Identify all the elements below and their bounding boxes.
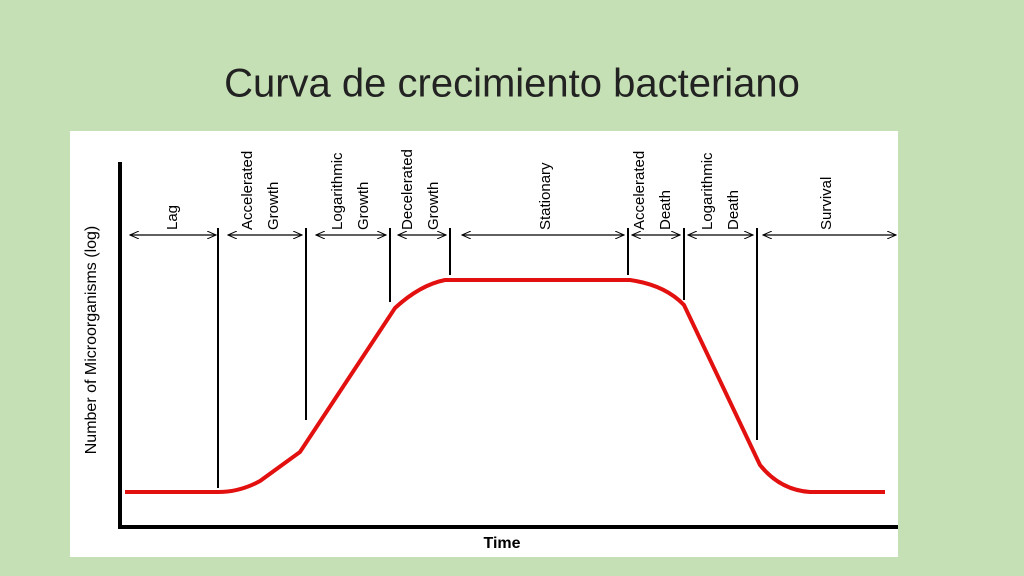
phase-label: Logarithmic — [329, 152, 346, 230]
phase-label: Logarithmic — [699, 152, 716, 230]
slide-title: Curva de crecimiento bacteriano — [224, 62, 800, 106]
phase-label: Growth — [355, 182, 372, 230]
phase-labels: Lag Accelerated Growth Logarithmic Growth Dec… — [130, 149, 896, 235]
growth-curve — [125, 278, 885, 494]
phase-label: Death — [657, 190, 674, 230]
phase-label: Growth — [425, 182, 442, 230]
x-axis-label: Time — [483, 535, 520, 552]
phase-label: Lag — [164, 205, 181, 230]
y-axis-label: Number of Microorganisms (log) — [83, 226, 100, 455]
phase-label: Death — [725, 190, 742, 230]
phase-label: Accelerated — [239, 151, 256, 230]
phase-label: Stationary — [537, 162, 554, 230]
diagram-panel — [70, 131, 898, 557]
phase-label: Decelerated — [399, 149, 416, 230]
phase-label: Survival — [818, 177, 835, 230]
phase-dividers — [217, 228, 758, 488]
phase-label: Growth — [265, 182, 282, 230]
phase-label: Accelerated — [631, 151, 648, 230]
